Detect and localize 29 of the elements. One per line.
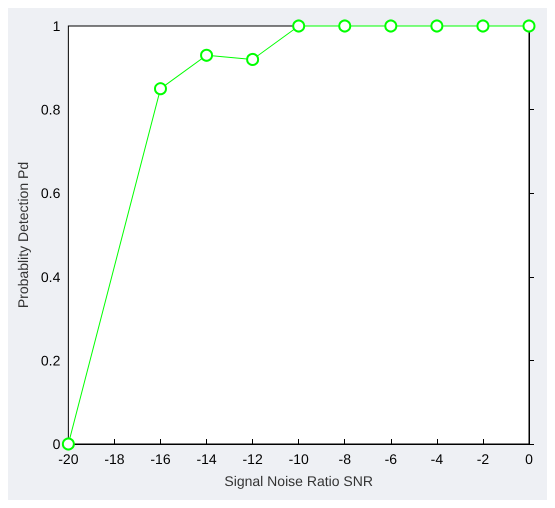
x-tick-label: -6 bbox=[384, 451, 398, 467]
y-axis-title: Probablity Detection Pd bbox=[15, 162, 31, 308]
point bbox=[62, 438, 75, 450]
y-tick-label: 0.6 bbox=[40, 185, 61, 202]
x-tick-label: -8 bbox=[338, 451, 352, 467]
x-tick-label: -14 bbox=[196, 451, 217, 467]
x-axis-title: Signal Noise Ratio SNR bbox=[224, 473, 373, 489]
point bbox=[292, 20, 306, 32]
y-tick-label: 0.8 bbox=[40, 102, 61, 118]
x-tick-label: -18 bbox=[104, 451, 125, 467]
y-tick-label: 1 bbox=[52, 18, 61, 34]
x-tick-label: -10 bbox=[288, 451, 310, 467]
y-tick-label: 0 bbox=[52, 436, 61, 452]
point bbox=[384, 20, 398, 32]
x-tick-label: 0 bbox=[525, 451, 534, 467]
y-tick-label: 0.2 bbox=[40, 352, 61, 368]
x-tick-label: -20 bbox=[58, 451, 79, 467]
point bbox=[154, 82, 167, 96]
point bbox=[476, 20, 490, 32]
x-tick-label: -4 bbox=[430, 451, 444, 467]
point bbox=[246, 52, 260, 66]
x-tick-label: -12 bbox=[242, 451, 263, 467]
point bbox=[430, 20, 444, 32]
point bbox=[522, 20, 536, 32]
point bbox=[200, 48, 214, 62]
point bbox=[338, 20, 352, 32]
x-tick-label: -16 bbox=[150, 451, 171, 467]
x-tick-label: -2 bbox=[476, 451, 490, 467]
y-tick-label: 0.4 bbox=[40, 268, 61, 285]
